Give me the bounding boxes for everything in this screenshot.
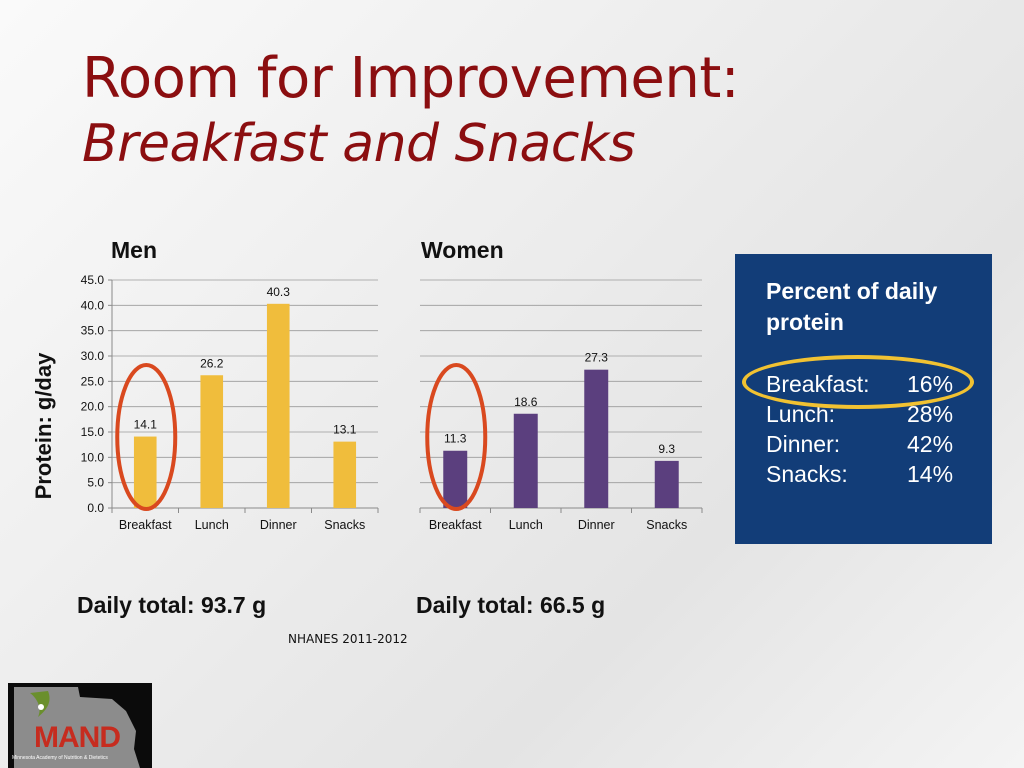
minnesota-shape-icon	[14, 687, 140, 768]
y-tick-label: 45.0	[81, 273, 105, 287]
x-tick-label: Lunch	[195, 518, 229, 532]
slide-subtitle: Breakfast and Snacks	[82, 114, 636, 174]
breakfast-highlight-circle	[425, 363, 488, 511]
data-label: 27.3	[585, 351, 609, 365]
bar-snacks	[654, 460, 679, 508]
logo-wordmark: MAND	[34, 721, 121, 754]
data-label: 13.1	[333, 423, 357, 437]
mand-logo: MAND Minnesota Academy of Nutrition & Di…	[8, 683, 152, 768]
x-tick-label: Snacks	[646, 518, 687, 532]
y-tick-label: 20.0	[81, 400, 105, 414]
bar-lunch	[200, 375, 224, 508]
pct-label: Dinner:	[766, 431, 841, 457]
y-tick-label: 35.0	[81, 324, 105, 338]
men-protein-bar-chart: 0.0 5.0 10.0 15.0 20.0 25.0 30.0 35.0 40.0 45.0 14…	[81, 273, 379, 532]
x-tick-label: Dinner	[578, 518, 615, 532]
x-tick-label: Dinner	[260, 518, 297, 532]
y-tick-label: 30.0	[81, 349, 105, 363]
logo-subtext: Minnesota Academy of Nutrition & Dieteti…	[12, 755, 108, 761]
y-tick-label: 15.0	[81, 425, 105, 439]
bar-dinner	[584, 369, 609, 508]
x-tick-label: Lunch	[509, 518, 543, 532]
bar-breakfast	[443, 450, 468, 508]
pct-value: 14%	[907, 461, 954, 487]
y-tick-label: 10.0	[81, 450, 105, 464]
data-label: 14.1	[134, 418, 158, 432]
men-daily-total: Daily total: 93.7 g	[77, 592, 267, 618]
x-tick-label: Snacks	[324, 518, 365, 532]
y-axis-label: Protein: g/day	[31, 352, 56, 500]
data-label: 9.3	[658, 442, 675, 456]
x-tick-label: Breakfast	[119, 518, 172, 532]
y-tick-label: 5.0	[87, 476, 104, 490]
slide-title: Room for Improvement:	[82, 46, 740, 111]
data-source-note: NHANES 2011-2012	[288, 632, 408, 646]
pct-row-dinner: Dinner: 42%	[766, 431, 966, 459]
bar-lunch	[513, 413, 538, 508]
pct-label: Snacks:	[766, 461, 848, 487]
women-protein-bar-chart: 11.3 Breakfast 18.6 Lunch 27.3 Dinner 9.3 Snack…	[419, 279, 703, 532]
breakfast-highlight-circle	[115, 363, 178, 511]
women-daily-total: Daily total: 66.5 g	[416, 592, 606, 618]
infobox-title: Percent of daily protein	[766, 278, 938, 335]
data-label: 11.3	[444, 432, 467, 446]
x-tick-label: Breakfast	[429, 518, 482, 532]
bar-breakfast	[133, 436, 157, 508]
y-tick-label: 0.0	[87, 501, 104, 515]
breakfast-highlight-ellipse	[742, 355, 974, 409]
bar-dinner	[266, 303, 290, 508]
bar-snacks	[333, 441, 357, 508]
pct-row-snacks: Snacks: 14%	[766, 461, 966, 489]
y-tick-label: 25.0	[81, 374, 105, 388]
men-chart-title: Men	[111, 237, 157, 263]
women-chart-title: Women	[421, 237, 504, 263]
pct-value: 42%	[907, 431, 954, 457]
data-label: 26.2	[200, 356, 224, 370]
data-label: 18.6	[514, 395, 538, 409]
y-tick-label: 40.0	[81, 298, 105, 312]
data-label: 40.3	[267, 285, 291, 299]
